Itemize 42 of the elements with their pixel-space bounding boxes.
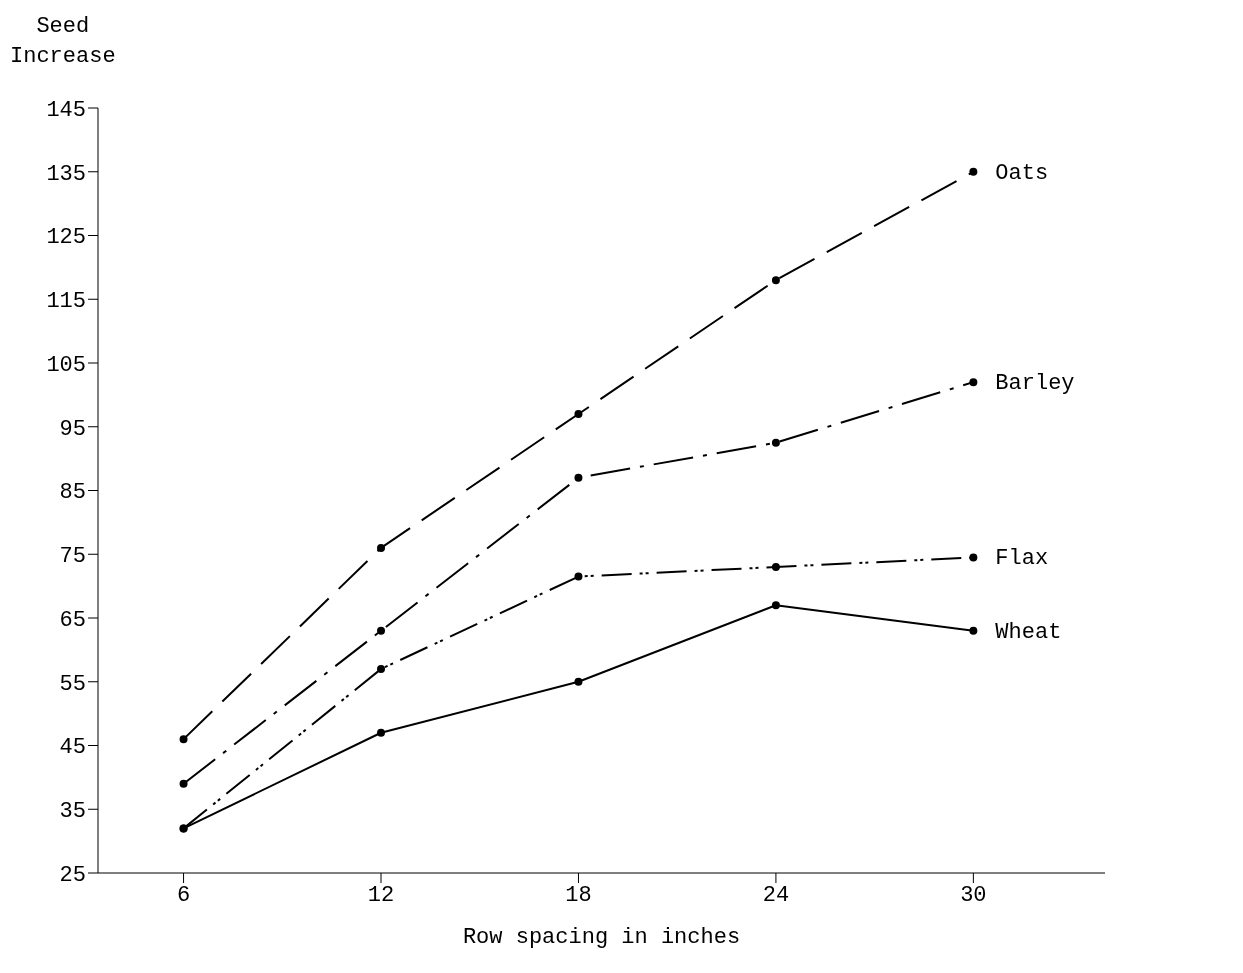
point xyxy=(574,473,583,482)
x-tick-label: 6 xyxy=(176,882,191,908)
y-tick-label: 65 xyxy=(59,607,86,633)
series-label: Barley xyxy=(995,371,1075,397)
y-tick-label: 85 xyxy=(59,480,86,506)
point xyxy=(969,378,978,387)
point xyxy=(969,167,978,176)
y-tick-label: 95 xyxy=(59,416,86,442)
y-tick-label: 105 xyxy=(46,352,86,378)
point xyxy=(771,601,780,610)
x-axis-title: Row spacing in inches xyxy=(462,925,741,950)
point xyxy=(771,276,780,285)
point xyxy=(574,572,583,581)
point xyxy=(969,626,978,635)
point xyxy=(574,677,583,686)
point xyxy=(179,735,188,744)
y-tick-label: 135 xyxy=(46,161,86,187)
y-tick-label: 125 xyxy=(46,225,86,251)
point xyxy=(179,779,188,788)
y-tick-label: 35 xyxy=(59,799,86,825)
y-tick-label: 25 xyxy=(59,862,86,888)
point xyxy=(377,728,386,737)
x-tick-label: 24 xyxy=(762,882,790,908)
point xyxy=(771,438,780,447)
series-label: Flax xyxy=(995,546,1049,572)
point xyxy=(574,410,583,418)
point xyxy=(969,553,978,562)
series-label: Oats xyxy=(995,160,1049,186)
y-tick-label: 75 xyxy=(59,544,86,570)
series-label: Wheat xyxy=(995,619,1062,645)
point xyxy=(377,665,386,673)
point xyxy=(377,626,386,635)
x-tick-label: 18 xyxy=(565,882,592,908)
y-tick-label: 55 xyxy=(59,671,86,697)
point xyxy=(377,543,386,552)
x-tick-label: 12 xyxy=(367,882,395,908)
x-tick-label: 30 xyxy=(960,882,987,908)
y-tick-label: 45 xyxy=(59,735,86,761)
y-tick-label: 115 xyxy=(46,289,86,315)
y-tick-label: 145 xyxy=(46,97,86,123)
y-axis-title: Seed Increase xyxy=(10,13,116,71)
point xyxy=(771,563,780,571)
